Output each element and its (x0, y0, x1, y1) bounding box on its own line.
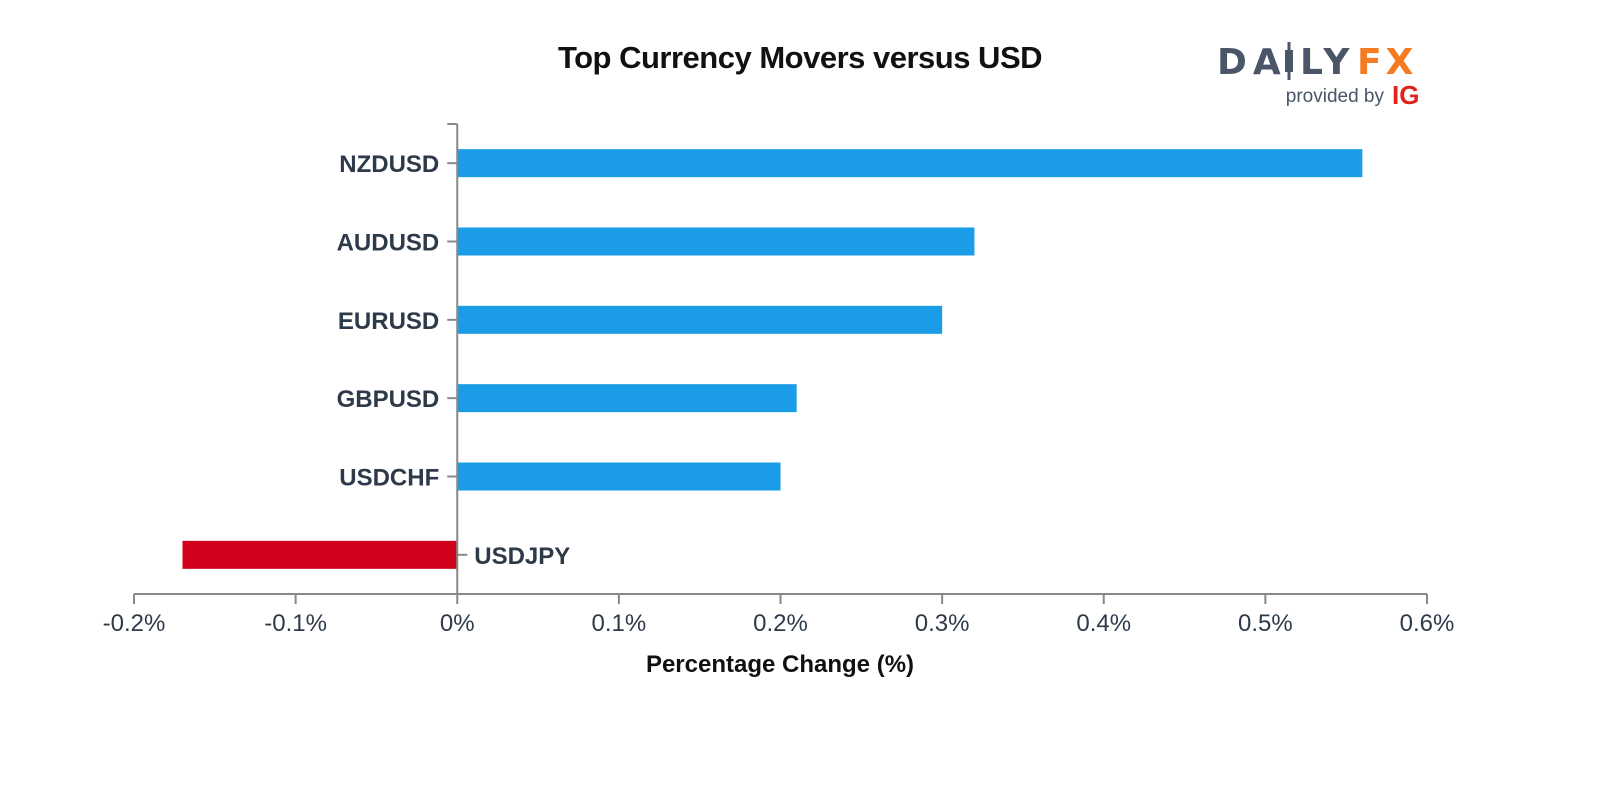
x-tick-label: 0.5% (1238, 610, 1293, 637)
bar (457, 462, 781, 491)
logo-partner-ig: IG (1392, 80, 1419, 110)
logo-brand-mid: LY (1300, 42, 1355, 83)
x-tick-label: -0.2% (103, 610, 166, 637)
x-tick-label: 0% (440, 610, 475, 637)
category-label: GBPUSD (337, 386, 440, 413)
bar (457, 384, 797, 413)
x-tick-label: 0.4% (1076, 610, 1131, 637)
axes-group: -0.2% -0.1% 0% 0.1% 0.2% 0.3% 0.4% 0.5% 0.6% (103, 123, 1455, 637)
category-label: USDCHF (339, 465, 439, 492)
bar (457, 227, 975, 256)
candlestick-i-icon (1285, 42, 1293, 80)
x-tick-label: 0.1% (592, 610, 647, 637)
chart-title: Top Currency Movers versus USD (557, 40, 1043, 75)
bar (457, 305, 943, 334)
x-tick-label: -0.1% (264, 610, 327, 637)
category-label: EURUSD (338, 308, 439, 335)
x-tick-label: 0.6% (1400, 610, 1455, 637)
dailyfx-logo: DA LY FX provided by IG (1217, 42, 1419, 110)
x-tick-label: 0.2% (753, 610, 808, 637)
logo-brand-right: FX (1357, 42, 1417, 83)
logo-tagline: provided by (1286, 86, 1385, 107)
x-tick-label: 0.3% (915, 610, 970, 637)
x-axis-label: Percentage Change (%) (646, 651, 914, 678)
category-labels-group: NZDUSD AUDUSD EURUSD GBPUSD USDCHF USDJPY (337, 151, 571, 570)
bars-group (182, 149, 1363, 569)
category-label: NZDUSD (339, 151, 439, 178)
category-label: AUDUSD (337, 230, 440, 257)
category-label: USDJPY (474, 543, 570, 570)
bar (457, 149, 1363, 178)
bar (182, 540, 458, 569)
logo-brand-left: DA (1217, 42, 1287, 83)
